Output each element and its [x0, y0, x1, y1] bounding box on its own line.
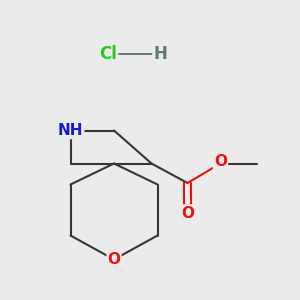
- Text: H: H: [154, 45, 167, 63]
- Text: NH: NH: [58, 123, 83, 138]
- Text: O: O: [107, 252, 121, 267]
- Text: Cl: Cl: [99, 45, 117, 63]
- Text: O: O: [181, 206, 194, 220]
- Text: O: O: [214, 154, 227, 169]
